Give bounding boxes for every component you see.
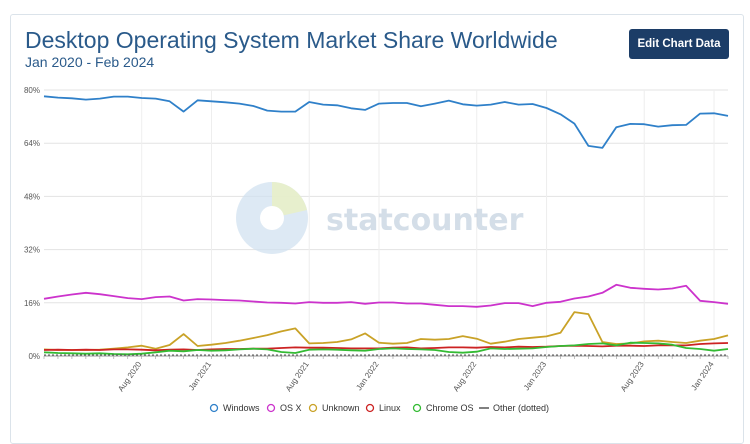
- legend-item[interactable]: OS X: [266, 403, 302, 413]
- legend-label: OS X: [280, 403, 302, 413]
- y-tick-label: 48%: [24, 192, 40, 201]
- x-tick-label: Aug 2023: [619, 360, 646, 394]
- y-tick-label: 16%: [24, 299, 40, 308]
- y-tick-label: 32%: [24, 246, 40, 255]
- series-line-windows: [43, 95, 729, 149]
- line-chart: statcounter 0% 16% 32% 48% 64% 80% Aug 2020 Ja…: [24, 86, 729, 413]
- x-tick-label: Jan 2021: [187, 360, 214, 393]
- x-tick-label: Jan 2024: [689, 360, 716, 393]
- chart-grid: [44, 89, 728, 357]
- series-line-os-x: [43, 283, 729, 308]
- series-line-chrome-os: [43, 341, 729, 356]
- legend-label: Other (dotted): [493, 403, 549, 413]
- statcounter-watermark: statcounter: [326, 203, 524, 238]
- legend-item[interactable]: Chrome OS: [412, 403, 474, 413]
- y-axis-ticks: 0% 16% 32% 48% 64% 80%: [24, 86, 40, 361]
- legend-marker: [209, 403, 219, 413]
- legend-marker: [308, 403, 318, 413]
- chart-title: Desktop Operating System Market Share Wo…: [25, 27, 558, 53]
- legend-item[interactable]: Unknown: [308, 403, 360, 413]
- legend-item[interactable]: Linux: [365, 403, 402, 413]
- x-tick-label: Aug 2020: [116, 360, 143, 394]
- y-tick-label: 80%: [24, 86, 40, 95]
- legend-item[interactable]: Windows: [209, 403, 261, 413]
- chart-card: [10, 14, 744, 444]
- x-tick-label: Aug 2021: [284, 360, 311, 394]
- x-tick-label: Aug 2022: [451, 360, 478, 394]
- legend-marker: [412, 403, 422, 413]
- y-tick-label: 0%: [28, 352, 40, 361]
- x-tick-label: Jan 2023: [522, 360, 549, 393]
- legend-label: Unknown: [322, 403, 360, 413]
- series-lines: [43, 95, 729, 356]
- x-tick-label: Jan 2022: [354, 360, 381, 393]
- legend-label: Chrome OS: [426, 403, 474, 413]
- statcounter-logo: [236, 182, 308, 254]
- series-line-unknown: [43, 311, 729, 351]
- y-tick-label: 64%: [24, 139, 40, 148]
- chart-legend: Windows OS X Unknown Linux Chrome OS Other (d…: [209, 403, 549, 413]
- edit-chart-data-button[interactable]: Edit Chart Data: [629, 29, 729, 59]
- logo-wedge: [272, 182, 307, 218]
- legend-marker: [266, 403, 276, 413]
- x-axis-ticks: Aug 2020 Jan 2021 Aug 2021 Jan 2022 Aug 2022…: [43, 356, 729, 394]
- legend-label: Windows: [223, 403, 260, 413]
- legend-marker: [365, 403, 375, 413]
- chart-subtitle: Jan 2020 - Feb 2024: [25, 54, 155, 70]
- legend-item[interactable]: Other (dotted): [479, 403, 549, 413]
- logo-hole: [260, 206, 284, 230]
- legend-label: Linux: [379, 403, 401, 413]
